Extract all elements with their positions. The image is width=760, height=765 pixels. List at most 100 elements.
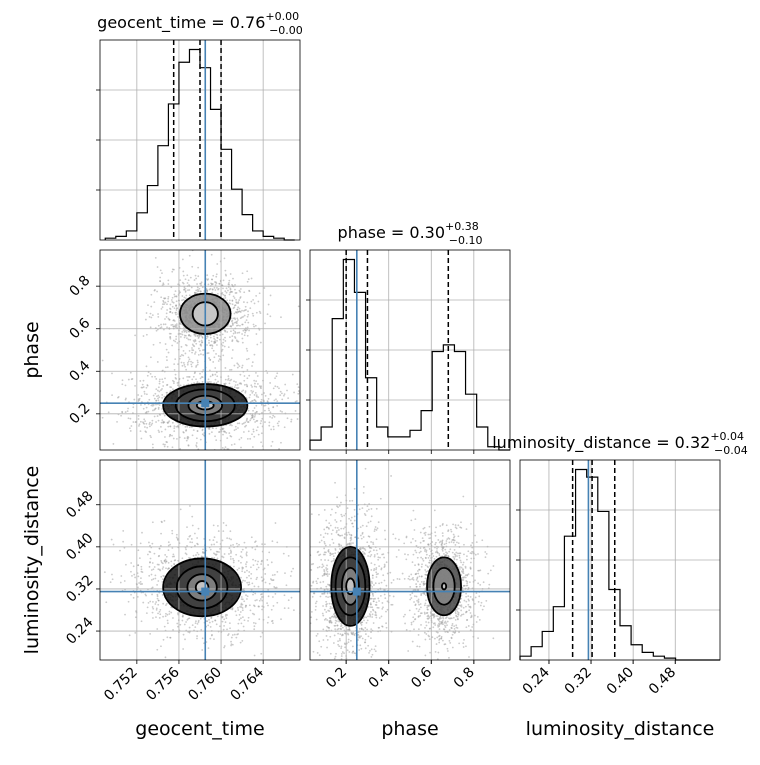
scatter-point [163, 297, 166, 300]
scatter-point [454, 618, 457, 621]
scatter-point [316, 632, 319, 635]
scatter-point [414, 518, 417, 521]
scatter-point [148, 398, 151, 401]
scatter-point [145, 422, 148, 425]
scatter-point [259, 422, 262, 425]
scatter-point [261, 599, 264, 602]
scatter-point [334, 481, 336, 484]
scatter-point [256, 383, 259, 385]
scatter-point [245, 546, 247, 549]
scatter-point [439, 525, 442, 527]
scatter-point [437, 651, 440, 654]
scatter-point [365, 621, 368, 624]
scatter-point [271, 540, 274, 543]
scatter-point [161, 594, 164, 596]
scatter-point [211, 556, 213, 559]
scatter-point [156, 628, 159, 630]
scatter-point [319, 595, 322, 598]
scatter-point [251, 386, 253, 388]
scatter-point [190, 363, 193, 366]
scatter-point [182, 349, 185, 352]
scatter-point [187, 375, 190, 378]
scatter-point [371, 665, 373, 667]
scatter-point [372, 594, 375, 597]
scatter-point [174, 373, 177, 376]
scatter-point [340, 501, 342, 504]
scatter-point [252, 558, 254, 561]
scatter-point [425, 624, 428, 627]
scatter-point [165, 316, 168, 318]
scatter-point [159, 608, 162, 611]
scatter-point [207, 624, 210, 627]
scatter-point [263, 404, 266, 407]
scatter-point [264, 573, 267, 575]
scatter-point [158, 404, 161, 406]
scatter-point [142, 601, 145, 604]
scatter-point [253, 628, 256, 631]
scatter-point [281, 410, 283, 413]
scatter-point [199, 438, 202, 441]
scatter-point [462, 606, 465, 609]
scatter-point [184, 638, 186, 641]
scatter-point [417, 572, 420, 575]
scatter-point [462, 495, 465, 498]
scatter-point [162, 615, 164, 618]
scatter-point [360, 660, 362, 662]
scatter-point [328, 527, 330, 530]
scatter-point [441, 639, 444, 642]
scatter-point [308, 590, 310, 592]
scatter-point [166, 613, 169, 616]
scatter-point [241, 341, 244, 344]
scatter-point [378, 582, 381, 585]
scatter-point [194, 371, 196, 374]
scatter-point [325, 595, 328, 598]
scatter-point [409, 578, 411, 581]
scatter-point [230, 643, 233, 646]
scatter-point [424, 531, 427, 534]
scatter-point [466, 574, 469, 577]
scatter-point [196, 363, 199, 366]
scatter-point [151, 611, 154, 614]
scatter-point [316, 652, 319, 654]
scatter-point [337, 640, 339, 643]
scatter-point [246, 301, 249, 304]
scatter-point [410, 621, 413, 624]
scatter-point [381, 602, 384, 604]
scatter-point [455, 551, 458, 554]
scatter-point [157, 324, 160, 327]
scatter-point [215, 427, 218, 430]
scatter-point [210, 278, 213, 281]
scatter-point [377, 606, 380, 609]
scatter-point [247, 430, 250, 433]
scatter-point [157, 568, 160, 571]
scatter-point [159, 269, 162, 272]
scatter-point [252, 399, 254, 402]
scatter-point [375, 614, 378, 617]
scatter-point [200, 281, 203, 284]
scatter-point [166, 366, 169, 369]
scatter-point [145, 594, 147, 597]
scatter-point [232, 307, 235, 310]
scatter-point [260, 563, 263, 565]
scatter-point [130, 593, 132, 596]
scatter-point [179, 355, 182, 358]
scatter-point [196, 637, 198, 640]
scatter-point [364, 638, 367, 641]
scatter-point [202, 353, 205, 356]
scatter-point [233, 565, 235, 568]
scatter-point [341, 626, 344, 629]
scatter-point [200, 334, 203, 337]
scatter-point [226, 437, 229, 440]
scatter-point [205, 556, 208, 559]
scatter-point [127, 417, 130, 420]
scatter-point [153, 415, 156, 418]
scatter-point [370, 597, 373, 600]
scatter-point [325, 567, 327, 569]
scatter-point [187, 289, 189, 291]
scatter-point [172, 388, 174, 391]
scatter-point [229, 530, 232, 533]
scatter-point [372, 600, 375, 603]
scatter-point [352, 650, 355, 653]
scatter-point [252, 593, 254, 596]
scatter-point [238, 438, 241, 441]
